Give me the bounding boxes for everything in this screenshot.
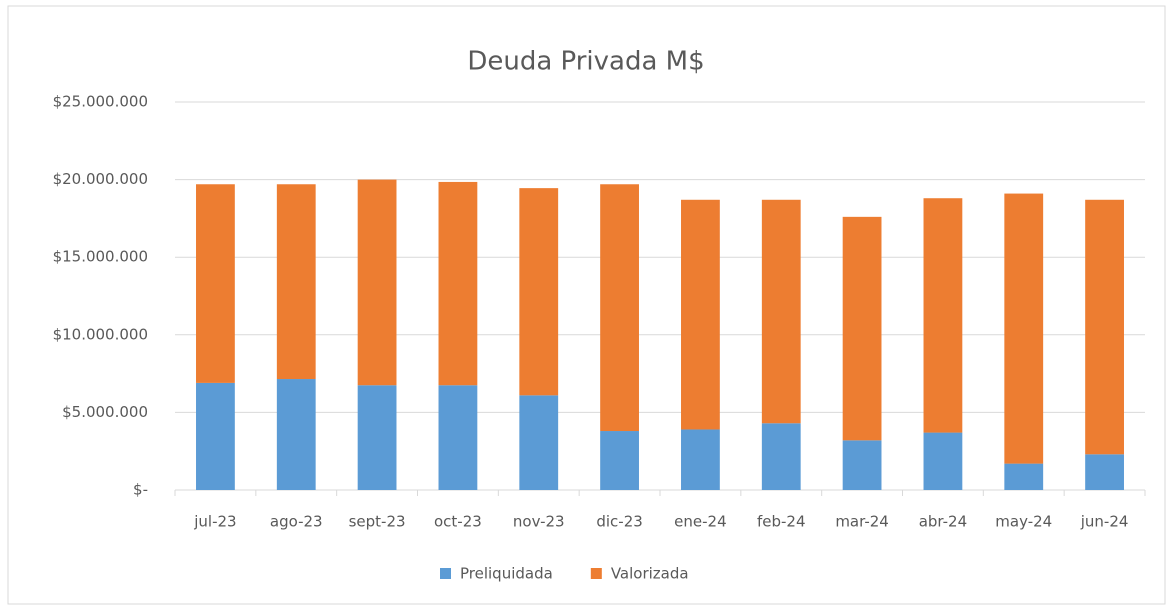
x-tick-label: may-24 [995,513,1052,531]
bar-segment [761,199,801,424]
x-tick-label: dic-23 [596,513,642,531]
bar-segment [923,432,963,490]
x-tick-label: ago-23 [270,513,323,531]
x-tick-label: feb-24 [757,513,806,531]
bar-segment [923,198,963,433]
legend-label: Preliquidada [460,565,553,583]
bar-segment [276,184,316,380]
chart-frame [7,5,1166,605]
bar-segment [357,179,397,386]
bar-segment [842,440,882,490]
y-tick-label: $25.000.000 [53,93,148,111]
y-tick-label: $15.000.000 [53,248,148,266]
legend-label: Valorizada [611,565,689,583]
bar-segment [438,181,478,386]
x-tick-label: ene-24 [674,513,726,531]
bar-segment [600,184,639,432]
x-tick-label: oct-23 [434,513,482,531]
bar-segment [1004,193,1044,464]
bar-segment [438,385,478,490]
y-tick-label: $- [133,481,148,499]
bar-segment [357,385,397,490]
bar-segment [276,379,316,490]
x-tick-label: sept-23 [349,513,406,531]
chart-title: Deuda Privada M$ [467,47,704,77]
y-tick-label: $20.000.000 [53,170,148,188]
bar-segment [842,216,882,441]
y-tick-label: $10.000.000 [53,325,148,343]
bar-segment [519,188,559,396]
x-tick-label: nov-23 [513,513,565,531]
x-tick-label: jul-23 [193,513,236,531]
legend-swatch [440,568,451,579]
bar-segment [1085,454,1124,490]
bar-segment [600,431,639,490]
legend-swatch [590,568,602,579]
bar-segment [1004,463,1044,490]
x-tick-label: abr-24 [919,513,967,531]
bar-segment [681,199,720,430]
y-tick-label: $5.000.000 [62,403,148,421]
bar-segment [196,382,235,490]
bar-segment [1085,199,1124,455]
bar-segment [196,184,235,383]
bar-segment [681,429,720,490]
bar-segment [761,423,801,490]
x-tick-label: mar-24 [835,513,889,531]
x-tick-label: jun-24 [1080,513,1129,531]
bar-segment [519,395,559,490]
